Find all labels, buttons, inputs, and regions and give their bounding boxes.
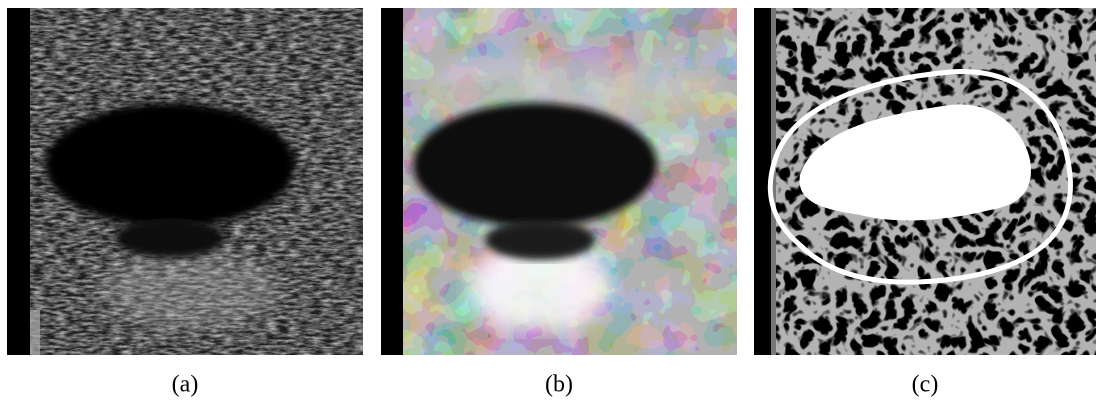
panel-b-image (381, 8, 737, 355)
panel-label: (b) (545, 372, 573, 398)
panel-label: (a) (172, 372, 199, 398)
panel-label: (c) (912, 372, 939, 398)
page: (a) (b) (c) (() => { const data = JSON.p… (0, 0, 1101, 408)
panel-c-image (754, 8, 1096, 355)
panel-a-image (7, 8, 363, 355)
figure: (a) (b) (c) (0, 0, 1101, 408)
